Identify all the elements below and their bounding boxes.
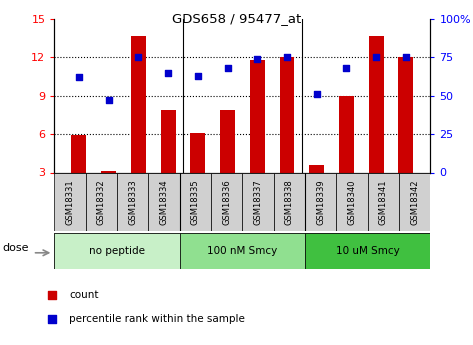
- Bar: [369, 36, 384, 172]
- Text: GSM18336: GSM18336: [222, 179, 231, 225]
- Point: [342, 65, 350, 71]
- Bar: [305, 233, 430, 269]
- Bar: [101, 171, 116, 172]
- Bar: [305, 172, 336, 231]
- Bar: [54, 172, 86, 231]
- Point: [75, 75, 83, 80]
- Text: GSM18331: GSM18331: [66, 179, 75, 225]
- Bar: [180, 233, 305, 269]
- Bar: [274, 172, 305, 231]
- Point: [164, 70, 172, 76]
- Text: GSM18333: GSM18333: [128, 179, 137, 225]
- Bar: [211, 172, 243, 231]
- Text: GSM18338: GSM18338: [285, 179, 294, 225]
- Bar: [54, 233, 180, 269]
- Text: 100 nM Smcy: 100 nM Smcy: [207, 246, 278, 256]
- Bar: [191, 133, 205, 172]
- Text: GSM18341: GSM18341: [379, 179, 388, 225]
- Bar: [336, 172, 368, 231]
- Text: GSM18339: GSM18339: [316, 179, 325, 225]
- Point: [313, 91, 321, 97]
- Text: count: count: [70, 290, 99, 300]
- Bar: [220, 110, 235, 172]
- Point: [105, 98, 113, 103]
- Point: [224, 65, 231, 71]
- Bar: [117, 172, 149, 231]
- Point: [194, 73, 201, 79]
- Point: [372, 55, 380, 60]
- Bar: [131, 36, 146, 172]
- Text: GSM18337: GSM18337: [254, 179, 263, 225]
- Bar: [368, 172, 399, 231]
- Bar: [149, 172, 180, 231]
- Point: [49, 316, 56, 322]
- Bar: [250, 60, 265, 172]
- Bar: [280, 57, 294, 172]
- Text: 10 uM Smcy: 10 uM Smcy: [336, 246, 400, 256]
- Point: [49, 292, 56, 298]
- Bar: [71, 135, 87, 172]
- Text: percentile rank within the sample: percentile rank within the sample: [70, 314, 245, 324]
- Bar: [180, 172, 211, 231]
- Text: GSM18335: GSM18335: [191, 179, 200, 225]
- Bar: [161, 110, 175, 172]
- Point: [254, 56, 261, 62]
- Text: GSM18340: GSM18340: [348, 179, 357, 225]
- Point: [402, 55, 410, 60]
- Text: GSM18332: GSM18332: [97, 179, 106, 225]
- Text: GSM18334: GSM18334: [159, 179, 168, 225]
- Text: GDS658 / 95477_at: GDS658 / 95477_at: [172, 12, 301, 25]
- Bar: [398, 57, 413, 172]
- Point: [135, 55, 142, 60]
- Bar: [399, 172, 430, 231]
- Text: GSM18342: GSM18342: [410, 179, 419, 225]
- Bar: [339, 96, 354, 172]
- Text: dose: dose: [2, 243, 29, 253]
- Bar: [309, 165, 324, 172]
- Bar: [243, 172, 274, 231]
- Bar: [86, 172, 117, 231]
- Point: [283, 55, 291, 60]
- Text: no peptide: no peptide: [89, 246, 145, 256]
